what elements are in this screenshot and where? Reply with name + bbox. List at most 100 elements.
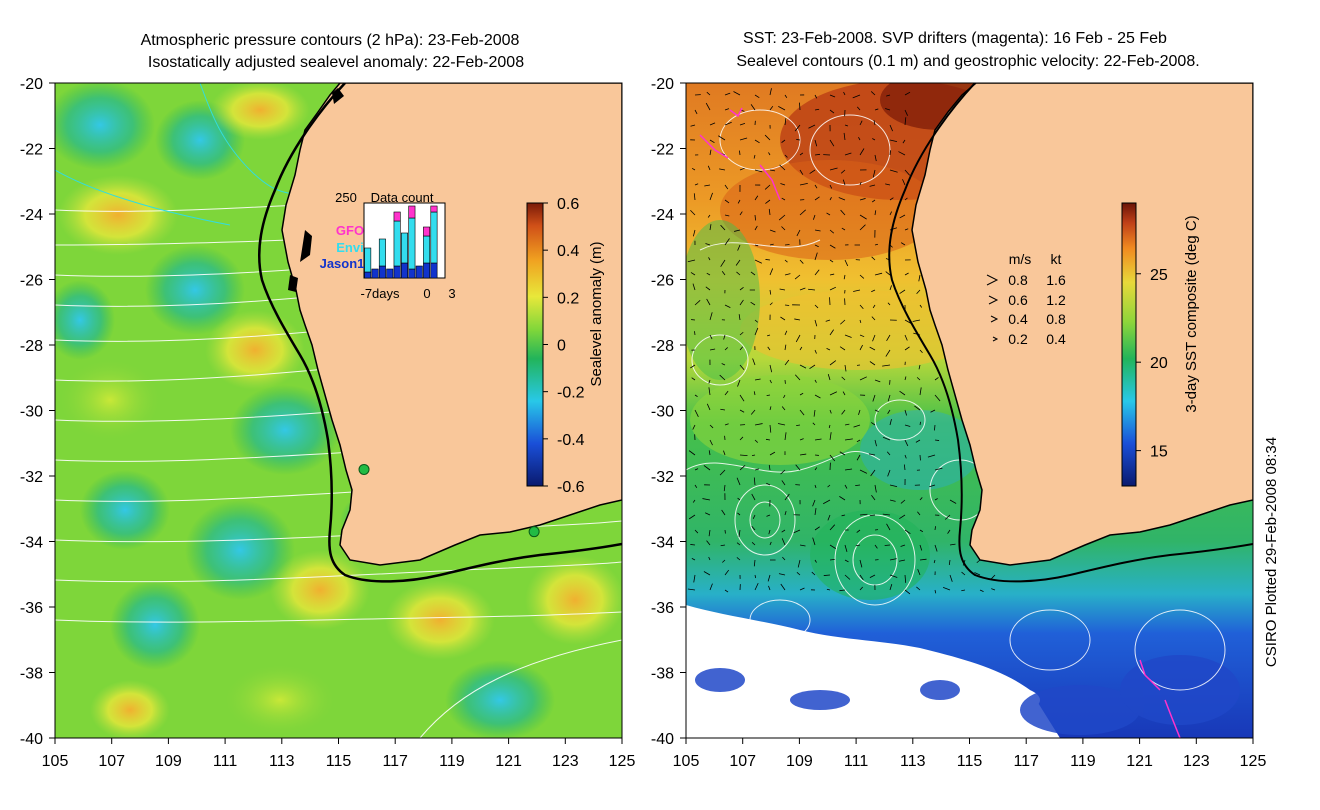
left-lon-tick-label: 123 <box>552 753 579 770</box>
right-land <box>911 83 1253 566</box>
right-lat-tick-label: -36 <box>651 600 674 617</box>
velocity-arrow <box>708 556 711 561</box>
velocity-arrow <box>839 346 846 351</box>
sla-colorbar-ticks: 0.6 0.4 0.2 0 -0.2 -0.4 -0.6 <box>543 196 585 496</box>
gfo-bar <box>423 226 431 237</box>
velocity-arrow <box>811 571 816 576</box>
right-lat-tick-label: -26 <box>651 273 674 290</box>
velocity-arrow <box>814 94 818 99</box>
jason1-bar <box>378 265 386 279</box>
velocity-arrow <box>706 540 711 546</box>
velocity-arrow <box>794 374 801 381</box>
velocity-arrow <box>809 364 816 370</box>
velocity-arrow <box>808 124 816 129</box>
velocity-arrow <box>844 468 853 471</box>
jason1-bar <box>423 262 431 279</box>
data-count-inset: Data count 250 GFO Envi Jason1 -7days 0 … <box>320 190 456 301</box>
velocity-arrow <box>778 214 786 221</box>
velocity-arrow <box>829 524 836 531</box>
right-lon-tick-label: 123 <box>1183 753 1210 770</box>
right-title-line1: SST: 23-Feb-2008. SVP drifters (magenta)… <box>743 30 1167 47</box>
velocity-arrow <box>874 439 877 447</box>
velocity-arrow <box>796 424 801 427</box>
velocity-arrow <box>754 214 756 221</box>
sst-colorbar-tick-label: 25 <box>1150 267 1168 284</box>
left-lon-tick-label: 117 <box>382 753 408 770</box>
velocity-arrow <box>841 409 846 415</box>
velocity-arrow <box>691 377 696 381</box>
velocity-arrow <box>949 499 957 504</box>
sst-colorbar-ticks: 25 20 15 <box>1136 267 1168 461</box>
inset-title: Data count <box>371 190 434 205</box>
right-lat-tick-label: -34 <box>651 535 674 552</box>
velocity-arrow <box>724 304 731 308</box>
velocity-arrow <box>904 334 908 341</box>
inset-x-label-start: -7days <box>360 286 400 301</box>
velocity-arrow <box>799 259 804 264</box>
velocity-arrow <box>720 408 726 411</box>
velocity-arrow <box>781 197 786 201</box>
velocity-arrow <box>882 436 891 441</box>
velocity-arrow <box>844 423 850 426</box>
velocity-arrow <box>934 544 938 552</box>
velocity-key-arrow <box>988 295 999 305</box>
jason1-bar <box>386 268 394 279</box>
velocity-arrow <box>829 454 836 462</box>
velocity-arrow <box>723 334 726 340</box>
velocity-arrow <box>838 197 846 201</box>
velocity-arrow <box>767 574 771 582</box>
velocity-arrow <box>794 318 801 321</box>
velocity-arrow <box>739 299 744 306</box>
velocity-arrow <box>706 91 711 96</box>
velocity-arrow <box>799 453 807 456</box>
velocity-arrow <box>797 559 801 568</box>
velocity-arrow <box>872 169 876 178</box>
velocity-arrow <box>739 409 745 413</box>
velocity-arrow <box>724 214 730 217</box>
velocity-arrow <box>739 123 746 126</box>
velocity-arrow <box>917 569 921 576</box>
velocity-arrow <box>829 558 835 561</box>
velocity-arrow <box>829 109 835 114</box>
velocity-arrow <box>814 438 822 441</box>
velocity-arrow <box>889 418 892 426</box>
velocity-arrow <box>739 364 745 371</box>
velocity-arrow <box>889 574 898 578</box>
velocity-arrow <box>795 464 801 471</box>
velocity-arrow <box>844 484 848 489</box>
velocity-arrow <box>718 135 726 141</box>
velocity-arrow <box>934 394 941 402</box>
velocity-arrow <box>961 571 966 576</box>
left-lat-tick-label: -40 <box>20 731 43 748</box>
velocity-arrow <box>779 164 786 171</box>
velocity-arrow <box>889 499 896 502</box>
velocity-arrow <box>736 557 741 561</box>
velocity-arrow <box>768 464 771 471</box>
sst-colorbar: 25 20 15 3-day SST composite (deg C) <box>1121 202 1200 487</box>
velocity-arrow <box>739 167 745 171</box>
velocity-arrow <box>904 409 907 416</box>
velocity-arrow <box>871 495 876 501</box>
envi-bar <box>364 247 372 273</box>
right-lat-tick-label: -40 <box>651 731 674 748</box>
velocity-arrow <box>687 259 696 263</box>
velocity-arrow <box>687 588 696 591</box>
left-lat-tick-label: -28 <box>20 338 43 355</box>
velocity-arrow <box>934 498 938 501</box>
velocity-arrow <box>827 374 831 381</box>
sst-colorbar-tick-label: 20 <box>1150 355 1168 372</box>
right-lat-tick-label: -38 <box>651 666 674 683</box>
velocity-arrow <box>784 118 787 126</box>
left-title-line2: Isostatically adjusted sealevel anomaly:… <box>148 54 524 71</box>
velocity-arrow <box>991 588 996 591</box>
velocity-arrow <box>754 423 763 426</box>
velocity-arrow <box>948 559 951 566</box>
velocity-arrow <box>844 364 847 372</box>
velocity-arrow <box>753 559 756 567</box>
left-lon-tick-label: 115 <box>326 753 352 770</box>
velocity-arrow <box>766 482 771 486</box>
velocity-arrow <box>844 574 851 580</box>
velocity-arrow <box>887 469 891 477</box>
velocity-arrow <box>754 327 759 336</box>
velocity-arrow <box>781 480 786 486</box>
